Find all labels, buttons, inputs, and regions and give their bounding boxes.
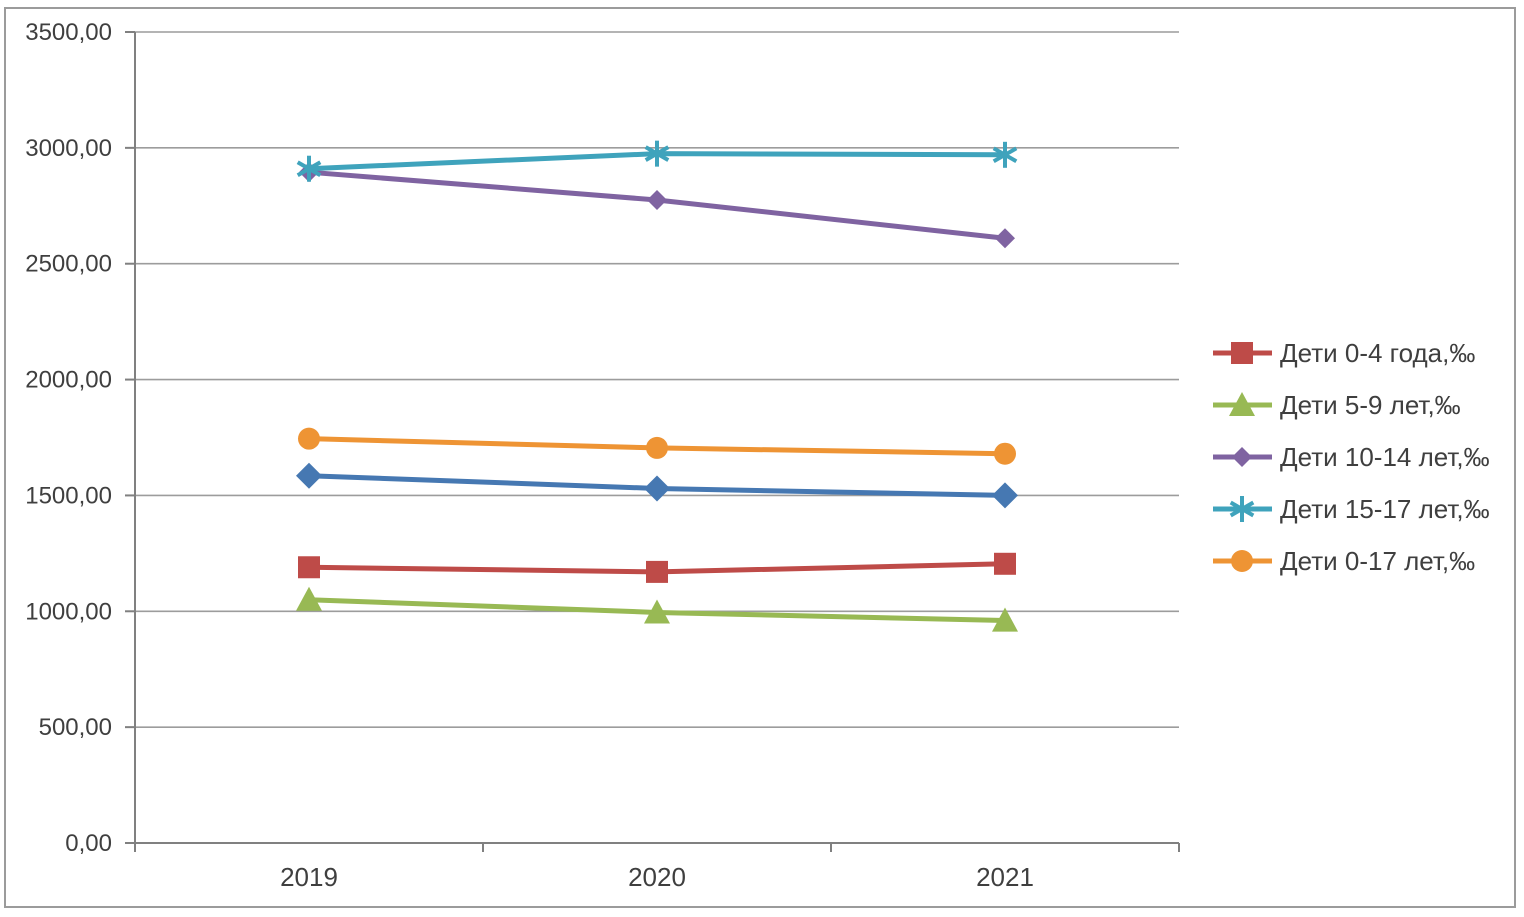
circle-marker-icon [994, 442, 1016, 465]
series-0 [298, 552, 1016, 583]
triangle-marker-icon [992, 607, 1018, 632]
legend-label: Дети 0-4 года,‰ [1280, 338, 1476, 368]
legend-item: Дети 0-17 лет,‰ [1212, 546, 1475, 576]
legend-marker-icon [1213, 496, 1272, 522]
y-tick-label: 2000,00 [25, 367, 112, 394]
y-tick-label: 0,00 [65, 830, 112, 857]
y-tick-label: 500,00 [39, 714, 112, 741]
square-marker-icon [1231, 342, 1253, 364]
legend-label: Дети 0-17 лет,‰ [1280, 546, 1476, 576]
y-tick-label: 3500,00 [25, 19, 112, 46]
legend-item: Дети 10-14 лет,‰ [1212, 442, 1490, 472]
triangle-marker-icon [296, 586, 322, 611]
legend-marker-icon [1213, 342, 1272, 364]
legend-item: Дети 5-9 лет,‰ [1212, 390, 1461, 420]
legend-marker-icon [1213, 447, 1272, 467]
diamond-marker-icon [995, 228, 1015, 249]
diamond-marker-icon [296, 462, 322, 489]
y-tick-label: 3000,00 [25, 135, 112, 162]
x-tick-label: 2019 [280, 862, 338, 892]
series-2 [299, 162, 1015, 249]
legend-item: Дети 0-4 года,‰ [1212, 338, 1475, 368]
star-marker-icon [1229, 500, 1255, 518]
legend-marker-icon [1213, 392, 1272, 417]
diamond-marker-icon [647, 189, 667, 210]
square-marker-icon [298, 556, 320, 579]
y-tick-label: 1000,00 [25, 598, 112, 625]
triangle-marker-icon [1229, 392, 1255, 417]
square-marker-icon [646, 560, 668, 583]
triangle-marker-icon [644, 599, 670, 624]
legend-marker-icon [1213, 550, 1272, 572]
x-tick-label: 2021 [976, 862, 1034, 892]
circle-marker-icon [646, 436, 668, 459]
y-tick-label: 1500,00 [25, 482, 112, 509]
circle-marker-icon [298, 427, 320, 450]
diamond-marker-icon [992, 482, 1018, 509]
star-marker-icon [296, 160, 322, 177]
y-tick-label: 2500,00 [25, 251, 112, 278]
star-marker-icon [992, 146, 1018, 164]
circle-marker-icon [1231, 550, 1253, 572]
legend-item: Дети 15-17 лет,‰ [1212, 494, 1490, 524]
series-3 [296, 140, 1018, 182]
series-1 [296, 586, 1018, 632]
square-marker-icon [994, 552, 1016, 575]
series-4 [298, 427, 1016, 465]
legend-label: Дети 5-9 лет,‰ [1280, 390, 1461, 420]
diamond-marker-icon [644, 475, 670, 502]
legend-label: Дети 15-17 лет,‰ [1280, 494, 1490, 524]
legend-label: Дети 10-14 лет,‰ [1280, 442, 1490, 472]
series-5 [296, 462, 1018, 509]
diamond-marker-icon [1232, 447, 1252, 467]
x-tick-label: 2020 [628, 862, 686, 892]
star-marker-icon [644, 145, 670, 162]
legend: Дети 0-4 года,‰ Дети 5-9 лет,‰ Дети 10-1… [1212, 338, 1490, 576]
